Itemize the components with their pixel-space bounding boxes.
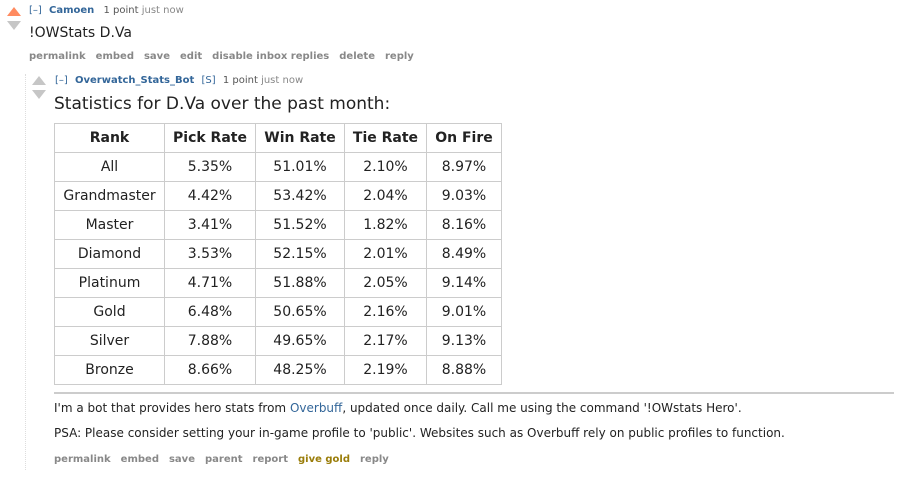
table-cell: 8.16% bbox=[426, 210, 502, 240]
table-cell: Platinum bbox=[54, 268, 165, 298]
table-row: Master 3.41% 51.52% 1.82% 8.16% bbox=[54, 210, 502, 240]
table-cell: 8.97% bbox=[426, 152, 502, 182]
column-header: Rank bbox=[54, 123, 165, 153]
table-cell: 1.82% bbox=[344, 210, 427, 240]
table-cell: 2.17% bbox=[344, 326, 427, 356]
save-button[interactable]: save bbox=[168, 454, 195, 465]
table-cell: Bronze bbox=[54, 355, 165, 385]
save-button[interactable]: save bbox=[143, 51, 170, 62]
column-header: Pick Rate bbox=[164, 123, 256, 153]
table-cell: 8.49% bbox=[426, 239, 502, 269]
horizontal-rule bbox=[54, 392, 894, 394]
table-cell: 9.13% bbox=[426, 326, 502, 356]
table-cell: 2.10% bbox=[344, 152, 427, 182]
table-cell: 53.42% bbox=[255, 181, 345, 211]
table-cell: 4.42% bbox=[164, 181, 256, 211]
table-cell: 51.01% bbox=[255, 152, 345, 182]
table-cell: 52.15% bbox=[255, 239, 345, 269]
table-row: Silver 7.88% 49.65% 2.17% 9.13% bbox=[54, 326, 502, 356]
table-cell: 51.52% bbox=[255, 210, 345, 240]
table-cell: 9.14% bbox=[426, 268, 502, 298]
overbuff-link[interactable]: Overbuff bbox=[289, 401, 343, 415]
collapse-toggle[interactable]: [–] bbox=[29, 5, 42, 16]
parent-tagline: [–] Camoen 1 point just now bbox=[29, 5, 184, 16]
thread-line bbox=[25, 74, 26, 470]
score-info: 1 point just now bbox=[103, 5, 184, 16]
table-row: Platinum 4.71% 51.88% 2.05% 9.14% bbox=[54, 268, 502, 298]
table-cell: 3.41% bbox=[164, 210, 256, 240]
reply-action-buttons: permalink embed save parent report give gold r… bbox=[54, 454, 399, 465]
author-link[interactable]: Camoen bbox=[49, 5, 95, 16]
bot-description-text-end: , updated once daily. Call me using the … bbox=[342, 401, 742, 415]
table-cell: 5.35% bbox=[164, 152, 256, 182]
parent-button[interactable]: parent bbox=[205, 454, 243, 465]
reply-vote bbox=[32, 76, 46, 99]
reply-button[interactable]: reply bbox=[384, 51, 414, 62]
reply-tagline: [–] Overwatch_Stats_Bot [S] 1 point just… bbox=[55, 75, 303, 86]
table-cell: 2.19% bbox=[344, 355, 427, 385]
table-cell: Diamond bbox=[54, 239, 165, 269]
table-cell: Silver bbox=[54, 326, 165, 356]
table-row: Diamond 3.53% 52.15% 2.01% 8.49% bbox=[54, 239, 502, 269]
upvote-arrow-icon[interactable] bbox=[32, 76, 46, 85]
table-row: Gold 6.48% 50.65% 2.16% 9.01% bbox=[54, 297, 502, 327]
table-row: Grandmaster 4.42% 53.42% 2.04% 9.03% bbox=[54, 181, 502, 211]
table-cell: 51.88% bbox=[255, 268, 345, 298]
bot-description: I'm a bot that provides hero stats from … bbox=[54, 401, 742, 415]
table-cell: Grandmaster bbox=[54, 181, 165, 211]
column-header: Tie Rate bbox=[344, 123, 427, 153]
parent-comment-body: !OWStats D.Va bbox=[29, 25, 132, 41]
downvote-arrow-icon[interactable] bbox=[7, 21, 21, 30]
table-cell: 9.01% bbox=[426, 297, 502, 327]
table-cell: 9.03% bbox=[426, 181, 502, 211]
disable-inbox-replies-button[interactable]: disable inbox replies bbox=[212, 51, 330, 62]
table-cell: 8.88% bbox=[426, 355, 502, 385]
permalink-button[interactable]: permalink bbox=[29, 51, 86, 62]
embed-button[interactable]: embed bbox=[95, 51, 134, 62]
permalink-button[interactable]: permalink bbox=[54, 454, 111, 465]
report-button[interactable]: report bbox=[252, 454, 288, 465]
table-cell: 7.88% bbox=[164, 326, 256, 356]
table-cell: 2.05% bbox=[344, 268, 427, 298]
table-cell: 49.65% bbox=[255, 326, 345, 356]
submitter-flag[interactable]: [S] bbox=[201, 75, 216, 86]
give-gold-button[interactable]: give gold bbox=[298, 454, 350, 465]
column-header: On Fire bbox=[426, 123, 502, 153]
table-cell: 2.04% bbox=[344, 181, 427, 211]
column-header: Win Rate bbox=[255, 123, 345, 153]
table-cell: 50.65% bbox=[255, 297, 345, 327]
bot-description-text: I'm a bot that provides hero stats from bbox=[54, 401, 290, 415]
table-cell: All bbox=[54, 152, 165, 182]
psa-note: PSA: Please consider setting your in-gam… bbox=[54, 426, 785, 440]
edit-button[interactable]: edit bbox=[180, 51, 203, 62]
table-cell: 8.66% bbox=[164, 355, 256, 385]
upvote-arrow-icon[interactable] bbox=[7, 7, 21, 16]
table-cell: Master bbox=[54, 210, 165, 240]
table-header-row: Rank Pick Rate Win Rate Tie Rate On Fire bbox=[54, 123, 502, 153]
table-cell: 2.01% bbox=[344, 239, 427, 269]
table-cell: 4.71% bbox=[164, 268, 256, 298]
downvote-arrow-icon[interactable] bbox=[32, 90, 46, 99]
collapse-toggle[interactable]: [–] bbox=[55, 75, 68, 86]
reply-heading: Statistics for D.Va over the past month: bbox=[54, 94, 391, 114]
author-link[interactable]: Overwatch_Stats_Bot bbox=[75, 75, 195, 86]
score-info: 1 point just now bbox=[222, 75, 304, 86]
stats-table: Rank Pick Rate Win Rate Tie Rate On Fire… bbox=[54, 123, 502, 385]
reply-button[interactable]: reply bbox=[359, 454, 389, 465]
table-cell: 48.25% bbox=[255, 355, 345, 385]
table-row: Bronze 8.66% 48.25% 2.19% 8.88% bbox=[54, 355, 502, 385]
parent-action-buttons: permalink embed save edit disable inbox repl… bbox=[29, 51, 424, 62]
embed-button[interactable]: embed bbox=[120, 454, 159, 465]
table-row: All 5.35% 51.01% 2.10% 8.97% bbox=[54, 152, 502, 182]
table-cell: 2.16% bbox=[344, 297, 427, 327]
table-cell: 3.53% bbox=[164, 239, 256, 269]
table-cell: 6.48% bbox=[164, 297, 256, 327]
delete-button[interactable]: delete bbox=[339, 51, 375, 62]
parent-vote bbox=[7, 7, 21, 30]
table-cell: Gold bbox=[54, 297, 165, 327]
